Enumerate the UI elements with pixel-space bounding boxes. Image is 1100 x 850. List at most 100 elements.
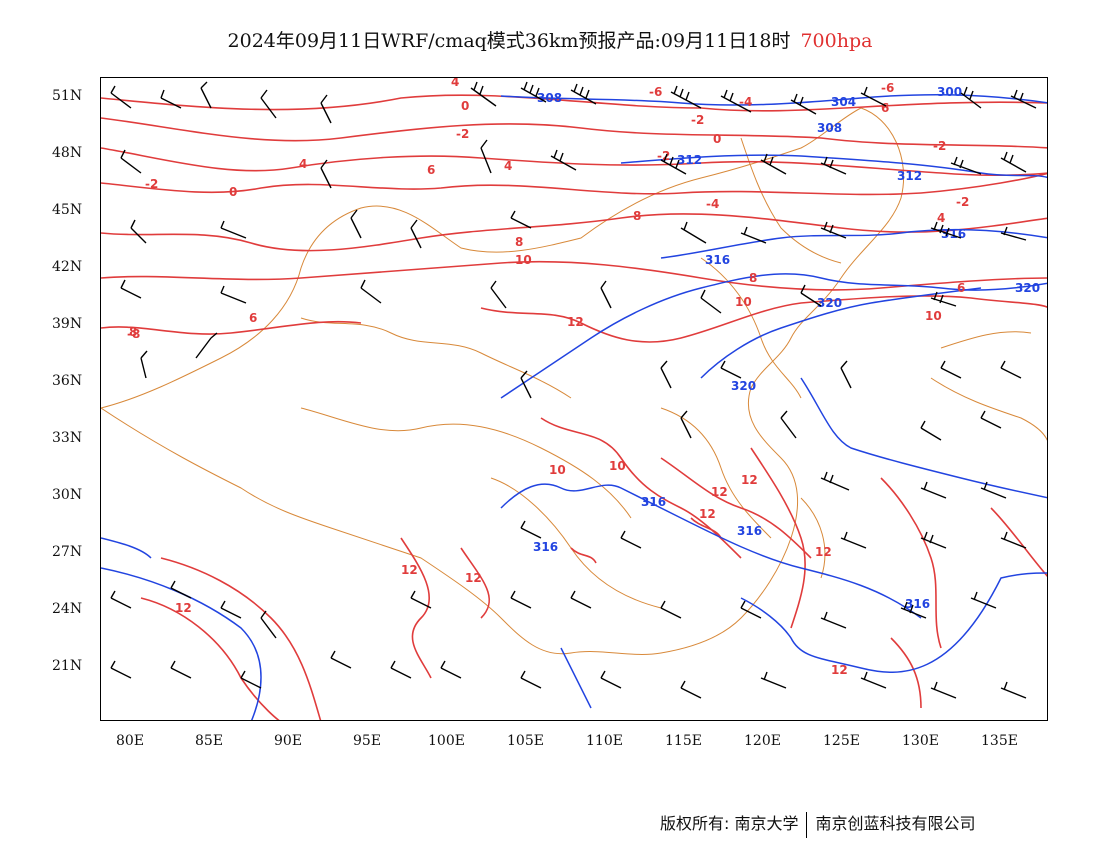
height-label: 304 — [831, 95, 856, 109]
height-label: 308 — [817, 121, 842, 135]
temp-label: 10 — [735, 295, 752, 309]
height-label: 300 — [937, 85, 962, 99]
lon-label: 125E — [823, 733, 860, 749]
wind-barb — [220, 220, 247, 239]
height-contours — [101, 93, 1047, 720]
wind-barb — [620, 530, 642, 549]
wind-barb — [820, 611, 847, 629]
temp-label: 12 — [831, 663, 848, 677]
wind-barb — [980, 410, 1002, 429]
wind-barb — [930, 221, 962, 239]
wind-barb — [120, 279, 142, 299]
wind-barb — [360, 279, 382, 304]
footer: 版权所有: 南京大学 南京创蓝科技有限公司 — [660, 810, 976, 838]
chart-title: 2024年09月11日WRF/cmaq模式36km预报产品:09月11日18时 7… — [0, 26, 1100, 53]
lon-label: 115E — [665, 733, 702, 749]
lon-label: 110E — [586, 733, 623, 749]
wind-barb — [900, 601, 927, 619]
temp-label: 0 — [461, 99, 469, 113]
height-label: 312 — [677, 153, 702, 167]
wind-barb — [200, 81, 212, 109]
height-label: 320 — [817, 296, 842, 310]
wind-barb — [980, 481, 1007, 499]
wind-barb — [110, 660, 132, 679]
wind-barb — [1000, 681, 1027, 699]
temp-label: 8 — [515, 235, 523, 249]
footer-divider — [806, 811, 808, 838]
wind-barb — [220, 600, 242, 619]
wind-barb — [720, 89, 752, 113]
wind-barb — [320, 94, 332, 124]
wind-barb — [570, 83, 597, 105]
height-label: 316 — [705, 253, 730, 267]
wind-barb — [130, 219, 147, 244]
temp-label: 12 — [567, 315, 584, 329]
wind-barb — [660, 153, 687, 175]
wind-barb — [220, 285, 247, 304]
temp-label: -6 — [649, 85, 662, 99]
temp-label: -2 — [933, 139, 946, 153]
wind-barb — [330, 650, 352, 669]
wind-barb — [1010, 89, 1037, 109]
company-name: 南京创蓝科技有限公司 — [815, 814, 976, 833]
wind-barb — [860, 86, 887, 107]
height-label: 316 — [641, 495, 666, 509]
wind-barb — [350, 209, 362, 239]
temp-label: 10 — [515, 253, 532, 267]
wind-barb — [840, 360, 852, 389]
height-label: 320 — [731, 379, 756, 393]
temp-label: 12 — [175, 601, 192, 615]
height-label: 316 — [941, 227, 966, 241]
wind-barb — [740, 226, 767, 244]
wind-barb — [520, 670, 542, 689]
temp-label: 0 — [229, 185, 237, 199]
lat-label: 27N — [52, 544, 83, 560]
wind-barb — [840, 531, 867, 549]
copyright-text: 版权所有: 南京大学 — [660, 814, 799, 833]
temp-label: 6 — [427, 163, 435, 177]
wind-barb — [950, 156, 982, 175]
temp-label: 6 — [881, 101, 889, 115]
wind-barb — [170, 660, 192, 679]
lat-label: 21N — [52, 658, 83, 674]
temp-label: -4 — [739, 95, 752, 109]
wind-barb — [740, 600, 762, 619]
wind-barb — [440, 660, 462, 679]
temp-label: -8 — [127, 327, 140, 341]
wind-barb — [1000, 360, 1022, 379]
weather-map: 4 0 -6 -4 -6 -2 -2 0 -2 4 -2 -2 0 4 6 6 … — [101, 78, 1047, 720]
lon-label: 135E — [981, 733, 1018, 749]
wind-barb — [920, 420, 942, 441]
lat-label: 24N — [52, 601, 83, 617]
temp-label: -6 — [881, 81, 894, 95]
temp-label: 6 — [957, 281, 965, 295]
wind-barb — [800, 284, 822, 307]
wind-barb — [1000, 226, 1027, 241]
wind-barb — [510, 210, 532, 229]
height-label: 308 — [537, 91, 562, 105]
lat-label: 45N — [52, 202, 83, 218]
temp-label: -2 — [456, 127, 469, 141]
wind-barb — [120, 149, 142, 174]
wind-barb — [390, 660, 412, 679]
temp-label: 4 — [937, 211, 945, 225]
temp-label: 8 — [749, 271, 757, 285]
lon-label: 100E — [428, 733, 465, 749]
wind-barb — [780, 410, 797, 439]
temperature-contours — [101, 94, 1047, 720]
wind-barb — [970, 591, 997, 609]
title-main: 2024年09月11日WRF/cmaq模式36km预报产品:09月11日18时 — [227, 30, 791, 52]
wind-barb — [195, 332, 218, 359]
wind-barb — [760, 153, 787, 175]
wind-barb — [670, 85, 702, 109]
wind-barb — [930, 291, 957, 307]
lon-label: 90E — [274, 733, 303, 749]
wind-barb — [930, 681, 957, 699]
wind-barb — [1000, 531, 1027, 549]
wind-barb — [170, 580, 192, 599]
wind-barb — [920, 531, 947, 549]
wind-barb — [410, 590, 432, 609]
height-label: 316 — [905, 597, 930, 611]
height-label: 320 — [1015, 281, 1040, 295]
temp-label: 12 — [741, 473, 758, 487]
